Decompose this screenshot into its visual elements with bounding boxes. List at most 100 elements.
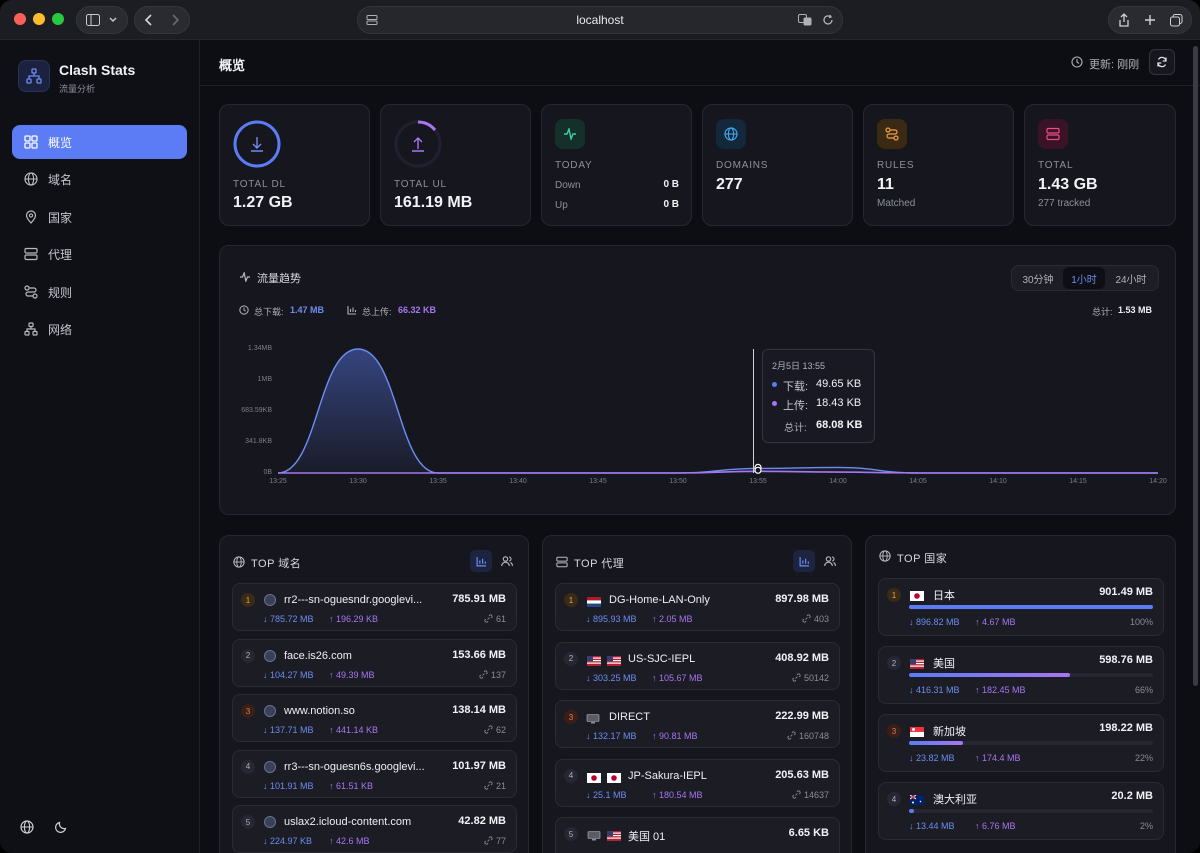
- domain-name: www.notion.so: [284, 705, 355, 717]
- globe-icon: [879, 550, 891, 562]
- range-30m[interactable]: 30分钟: [1022, 274, 1054, 286]
- rank-badge: 4: [564, 768, 578, 783]
- page-title: 概览: [219, 58, 246, 73]
- y-tick-label: 341.8KB: [245, 438, 272, 445]
- country-total: 198.22 MB: [1099, 722, 1153, 734]
- domain-name: rr3---sn-oguesn6s.googlevi...: [284, 760, 425, 773]
- proxy-name: DG-Home-LAN-Only: [609, 594, 710, 606]
- domain-download: ↓ 785.72 MB: [263, 614, 314, 624]
- view-connections-toggle[interactable]: [496, 550, 518, 572]
- refresh-button[interactable]: [1149, 49, 1175, 75]
- stat-label: TOTAL UL: [394, 179, 447, 190]
- domain-connections: 62: [484, 725, 506, 735]
- tab-overview-icon[interactable]: [1169, 13, 1183, 27]
- app-logo: [18, 60, 50, 92]
- new-tab-icon[interactable]: [1144, 14, 1156, 26]
- x-tick-label: 13:25: [269, 478, 287, 485]
- country-download: ↓ 896.82 MB: [909, 617, 960, 627]
- us-flag-icon: [587, 653, 601, 666]
- page-scrollbar[interactable]: [1193, 46, 1198, 686]
- map-pin-icon: [25, 210, 37, 224]
- stat-label: DOMAINS: [716, 160, 769, 171]
- close-window-button[interactable]: [14, 13, 26, 25]
- domain-total: 153.66 MB: [452, 648, 506, 661]
- sidebar-item-countries[interactable]: 国家: [12, 200, 187, 234]
- share-icon[interactable]: [1118, 13, 1130, 27]
- address-bar[interactable]: localhost: [357, 6, 843, 34]
- sidebar-item-domains[interactable]: 域名: [12, 162, 187, 196]
- proxy-upload: ↑ 2.05 MB: [652, 614, 693, 624]
- domain-total: 101.97 MB: [452, 759, 506, 772]
- sidebar-toggle-button[interactable]: [76, 6, 128, 34]
- country-name: 新加坡: [933, 726, 966, 738]
- card-title: TOP 国家: [897, 553, 948, 565]
- back-icon[interactable]: [144, 14, 154, 26]
- language-globe-icon[interactable]: [20, 820, 34, 834]
- stat-card-total-ul: TOTAL UL 161.19 MB: [380, 104, 531, 226]
- country-row[interactable]: 2 美国 598.76 MB ↓ 416.31 MB ↑ 182.45 MB 66%: [878, 646, 1164, 704]
- zoom-window-button[interactable]: [52, 13, 64, 25]
- country-share-bar: [909, 741, 1153, 745]
- rank-badge: 1: [564, 593, 578, 607]
- range-1h[interactable]: 1小时: [1063, 267, 1105, 289]
- proxy-row[interactable]: 5 美国 01 6.65 KB: [555, 817, 840, 853]
- favicon-icon: [264, 594, 276, 606]
- jp-flag-icon: [587, 770, 601, 783]
- domain-row[interactable]: 5 uslax2.icloud-content.com 42.82 MB ↓ 224.…: [232, 805, 517, 853]
- y-tick-label: 0B: [263, 469, 272, 476]
- x-tick-label: 13:55: [749, 478, 767, 485]
- country-row[interactable]: 3 新加坡 198.22 MB ↓ 23.82 MB ↑ 174.4 MB 22%: [878, 714, 1164, 772]
- today-up-label: Up: [555, 200, 568, 211]
- proxy-row[interactable]: 3 DIRECT 222.99 MB ↓ 132.17 MB ↑ 90.81 MB 160…: [555, 700, 840, 748]
- page-settings-icon[interactable]: [366, 14, 378, 26]
- country-row[interactable]: 1 日本 901.49 MB ↓ 896.82 MB ↑ 4.67 MB 100%: [878, 578, 1164, 636]
- sidebar-item-overview[interactable]: 概览: [12, 125, 187, 159]
- today-up-value: 0 B: [663, 199, 679, 210]
- domain-row[interactable]: 2 face.is26.com 153.66 MB ↓ 104.27 MB ↑ 49.3…: [232, 638, 517, 687]
- us-flag-icon: [910, 656, 924, 669]
- country-total: 901.49 MB: [1099, 586, 1153, 598]
- tooltip-total-value: 68.08 KB: [816, 419, 863, 431]
- view-traffic-toggle[interactable]: [470, 550, 492, 572]
- download-line: [277, 348, 1158, 474]
- domain-row[interactable]: 3 www.notion.so 138.14 MB ↓ 137.71 MB ↑ 441.…: [232, 694, 517, 742]
- computer-icon: [586, 711, 602, 724]
- proxy-row[interactable]: 1 DG-Home-LAN-Only 897.98 MB ↓ 895.93 MB ↑ 2…: [555, 583, 840, 631]
- domain-upload: ↑ 49.39 MB: [329, 669, 375, 680]
- translate-icon[interactable]: [798, 14, 812, 26]
- stat-sub: 277 tracked: [1038, 198, 1091, 209]
- country-total: 598.76 MB: [1099, 654, 1153, 666]
- dark-mode-moon-icon[interactable]: [55, 820, 68, 833]
- proxy-row[interactable]: 2 US-SJC-IEPL 408.92 MB ↓ 303.25 MB ↑ 105.67…: [555, 641, 840, 690]
- view-connections-toggle[interactable]: [819, 550, 841, 572]
- globe-icon-box: [716, 119, 746, 149]
- stat-card-total: TOTAL 1.43 GB 277 tracked: [1024, 104, 1176, 226]
- sidebar-item-rules[interactable]: 规则: [12, 275, 187, 309]
- reload-icon[interactable]: [822, 14, 834, 26]
- domain-upload: ↑ 441.14 KB: [329, 725, 379, 735]
- proxy-row[interactable]: 4 JP-Sakura-IEPL 205.63 MB ↓ 25.1 MB ↑ 180.5…: [555, 758, 840, 807]
- total-label: 总计:: [1092, 307, 1113, 317]
- sidebar-item-network[interactable]: 网络: [12, 312, 187, 346]
- range-24h[interactable]: 24小时: [1115, 274, 1147, 286]
- domain-name: rr2---sn-oguesndr.googlevi...: [284, 594, 423, 606]
- country-row[interactable]: 4 澳大利亚 20.2 MB ↓ 13.44 MB ↑ 6.76 MB 2%: [878, 782, 1164, 840]
- forward-icon[interactable]: [170, 14, 180, 26]
- stat-sub: Matched: [877, 198, 916, 209]
- domain-connections: 21: [484, 781, 506, 791]
- minimize-window-button[interactable]: [33, 13, 45, 25]
- globe-icon: [724, 127, 738, 141]
- domain-row[interactable]: 4 rr3---sn-oguesn6s.googlevi... 101.97 MB ↓…: [232, 749, 517, 798]
- stat-card-total-dl: TOTAL DL 1.27 GB: [219, 104, 370, 226]
- view-traffic-toggle[interactable]: [793, 550, 815, 572]
- tooltip-ul-value: 18.43 KB: [816, 397, 862, 409]
- domain-row[interactable]: 1 rr2---sn-oguesndr.googlevi... 785.91 MB ↓…: [232, 583, 517, 631]
- sidebar-item-label: 规则: [48, 285, 73, 300]
- country-share-fill: [909, 809, 914, 813]
- proxy-upload: ↑ 90.81 MB: [652, 731, 698, 741]
- app-subtitle: 流量分析: [59, 84, 96, 94]
- country-share-bar: [909, 605, 1153, 609]
- country-upload: ↑ 4.67 MB: [975, 617, 1016, 627]
- app-title: Clash Stats: [59, 62, 136, 78]
- sidebar-item-proxies[interactable]: 代理: [12, 237, 187, 271]
